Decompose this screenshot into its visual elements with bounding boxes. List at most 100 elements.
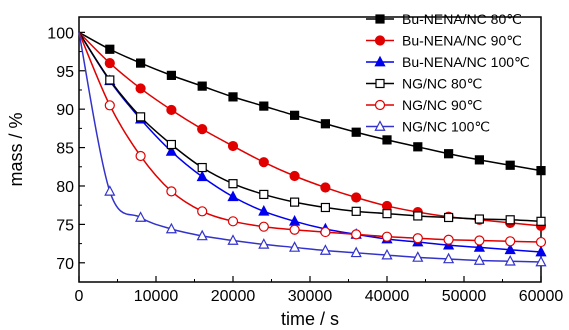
series-line: [78, 31, 542, 253]
data-point: [227, 234, 239, 245]
data-point: [505, 160, 515, 170]
legend-label: Bu-NENA/NC 90℃: [402, 33, 522, 49]
data-point: [443, 234, 454, 245]
data-point: [258, 157, 269, 168]
x-tick-label: 10000: [134, 288, 179, 305]
data-point: [165, 222, 177, 234]
data-point: [135, 83, 146, 94]
data-point: [350, 246, 362, 258]
data-point: [381, 248, 393, 260]
data-point: [228, 179, 238, 189]
data-point: [258, 205, 270, 216]
data-point: [473, 254, 485, 265]
data-point: [135, 150, 146, 162]
data-point: [166, 70, 176, 80]
x-tick-label: 60000: [519, 288, 564, 305]
series-5: [78, 32, 547, 248]
data-point: [197, 206, 208, 217]
data-point: [105, 75, 115, 85]
data-point: [382, 135, 392, 145]
data-point: [228, 92, 238, 102]
series-line: [78, 31, 542, 172]
y-axis-label: mass / %: [6, 112, 26, 186]
data-point: [289, 170, 300, 182]
data-point: [104, 100, 115, 111]
data-point: [535, 236, 547, 248]
data-point: [290, 197, 300, 207]
data-point: [135, 211, 147, 222]
data-point: [535, 255, 547, 267]
data-point: [166, 186, 177, 197]
legend-label: NG/NC 90℃: [402, 97, 482, 113]
data-point: [166, 139, 176, 150]
data-point: [197, 81, 207, 91]
legend-marker: [375, 78, 385, 89]
legend-label: NG/NC 100℃: [402, 119, 490, 135]
series-group: [78, 31, 547, 267]
y-tick-label: 95: [56, 64, 74, 81]
y-tick-label: 75: [56, 217, 74, 234]
data-point: [381, 231, 393, 242]
y-tick-label: 70: [56, 256, 74, 273]
data-point: [474, 155, 484, 165]
data-point: [259, 101, 269, 111]
data-point: [165, 145, 177, 156]
data-point: [196, 229, 208, 241]
data-point: [413, 142, 423, 152]
x-tick-label: 30000: [288, 288, 333, 305]
data-point: [505, 215, 515, 225]
data-point: [197, 162, 207, 173]
data-point: [320, 119, 330, 129]
legend-marker: [374, 99, 386, 111]
data-point: [320, 226, 331, 238]
data-point: [196, 170, 208, 182]
x-tick-label: 40000: [365, 288, 410, 305]
data-point: [443, 252, 455, 264]
data-point: [227, 140, 239, 152]
series-line: [78, 31, 542, 223]
data-point: [504, 254, 516, 266]
legend-marker: [374, 35, 386, 46]
series-6: [78, 32, 547, 267]
series-line: [78, 32, 542, 243]
data-point: [536, 216, 546, 226]
data-point: [382, 209, 392, 219]
data-point: [166, 104, 177, 116]
data-point: [289, 224, 300, 235]
data-point: [474, 214, 484, 224]
data-point: [412, 233, 423, 244]
data-point: [413, 211, 423, 221]
data-point: [351, 229, 362, 240]
legend-marker: [375, 14, 385, 24]
data-point: [259, 189, 269, 200]
legend-item: Bu-NENA/NC 80℃: [366, 11, 522, 27]
legend-item: NG/NC 90℃: [366, 97, 482, 113]
data-point: [197, 124, 208, 135]
data-point: [536, 166, 546, 176]
legend-label: Bu-NENA/NC 80℃: [402, 11, 522, 27]
data-point: [258, 221, 269, 232]
legend-marker: [374, 55, 386, 67]
series-4: [78, 31, 546, 226]
legend-item: NG/NC 80℃: [366, 76, 482, 92]
data-point: [444, 149, 454, 159]
data-point: [319, 244, 331, 255]
data-point: [105, 44, 115, 54]
data-point: [289, 241, 301, 252]
legend-label: NG/NC 80℃: [402, 76, 482, 92]
x-tick-label: 0: [75, 288, 84, 305]
legend-item: Bu-NENA/NC 90℃: [366, 33, 522, 49]
data-point: [258, 238, 270, 249]
legend-marker: [374, 120, 386, 131]
data-point: [504, 243, 516, 255]
legend: Bu-NENA/NC 80℃ Bu-NENA/NC 90℃ Bu-NENA/NC 1…: [366, 11, 530, 135]
data-point: [351, 127, 361, 137]
data-point: [351, 206, 361, 216]
data-point: [473, 241, 485, 252]
x-axis-label: time / s: [281, 309, 339, 329]
y-tick-label: 80: [56, 179, 74, 196]
series-1: [78, 31, 546, 176]
data-point: [104, 185, 116, 196]
data-point: [351, 192, 362, 203]
